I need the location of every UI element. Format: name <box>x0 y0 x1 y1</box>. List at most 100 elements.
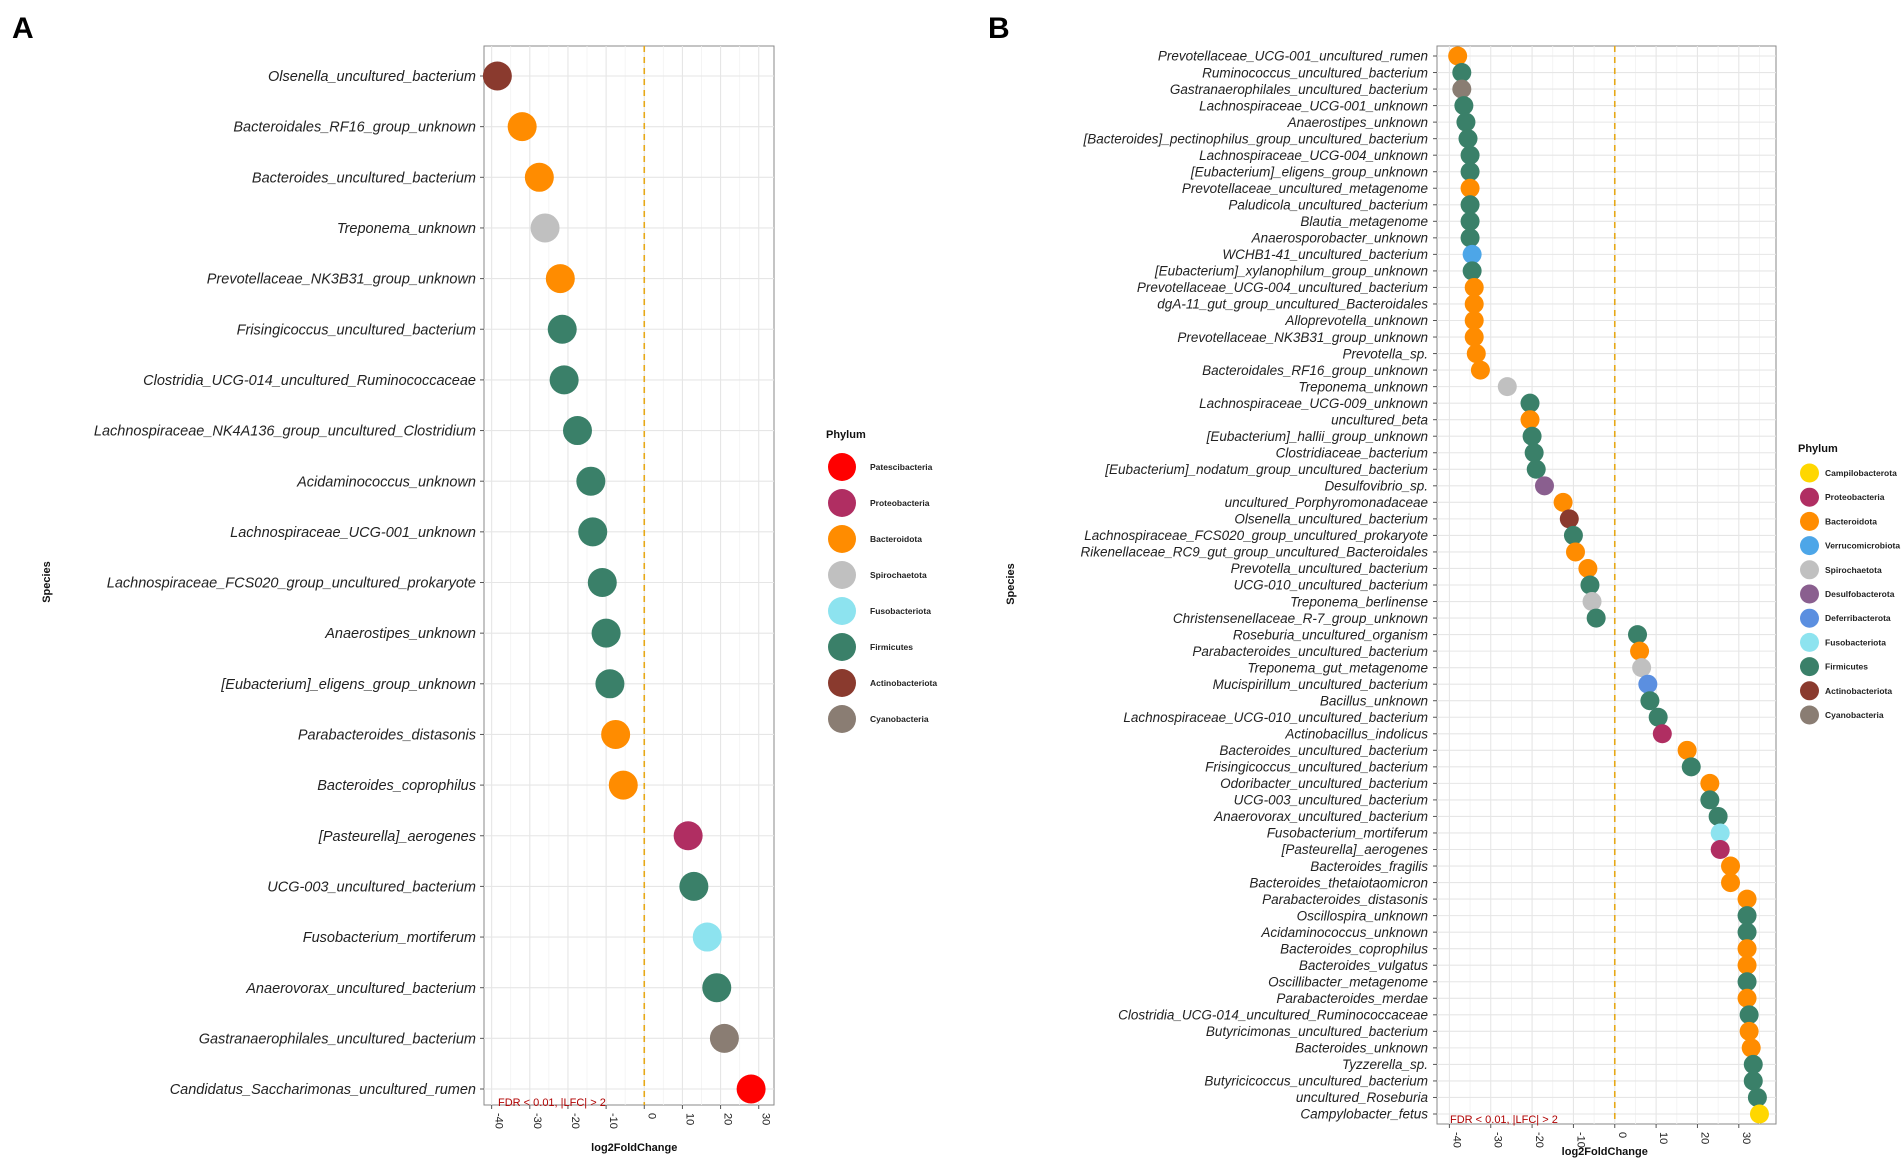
species-label-uncultured-roseburia: uncultured_Roseburia <box>1296 1090 1429 1105</box>
data-point-gastranaerophilales-uncultured-bacterium <box>1452 79 1472 99</box>
species-label-oscillospira-unknown: Oscillospira_unknown <box>1297 908 1428 923</box>
legend-label-actinobacteriota: Actinobacteriota <box>870 678 937 688</box>
legend-label-proteobacteria: Proteobacteria <box>1825 492 1885 502</box>
legend-swatch-desulfobacterota <box>1800 584 1819 604</box>
species-label-pasteurella-aerogenes: [Pasteurella]_aerogenes <box>318 829 476 845</box>
species-label-eubacterium-nodatum-group-uncultured-bacterium: [Eubacterium]_nodatum_group_uncultured_b… <box>1104 462 1428 477</box>
legend-label-fusobacteriota: Fusobacteriota <box>1825 637 1886 647</box>
data-point-eubacterium-xylanophilum-group-unknown <box>1462 261 1482 281</box>
legend-swatch-fusobacteriota <box>828 597 856 625</box>
species-label-treponema-unknown: Treponema_unknown <box>337 221 476 237</box>
data-point-bacteroides-coprophilus <box>608 770 638 800</box>
species-label-parabacteroides-distasonis: Parabacteroides_distasonis <box>1262 892 1428 907</box>
legend-label-cyanobacteria: Cyanobacteria <box>1825 710 1884 720</box>
species-label-anaerosporobacter-unknown: Anaerosporobacter_unknown <box>1251 231 1428 246</box>
significance-annotation: FDR < 0.01, |LFC| > 2 <box>498 1097 606 1109</box>
species-label-bacillus-unknown: Bacillus_unknown <box>1320 693 1428 708</box>
species-label-gastranaerophilales-uncultured-bacterium: Gastranaerophilales_uncultured_bacterium <box>199 1031 476 1047</box>
species-label-lachnospiraceae-ucg-009-unknown: Lachnospiraceae_UCG-009_unknown <box>1199 396 1428 411</box>
legend-swatch-spirochaetota <box>828 561 856 589</box>
x-tick-label: -30 <box>1492 1132 1504 1148</box>
data-point-fusobacterium-mortiferum <box>1710 823 1730 843</box>
legend-swatch-proteobacteria <box>1800 487 1819 507</box>
data-point-lachnospiraceae-ucg-001-unknown <box>1454 96 1474 116</box>
data-point-anaerovorax-uncultured-bacterium <box>1708 806 1728 826</box>
legend-swatch-firmicutes <box>1800 657 1819 677</box>
y-axis-title: Species <box>41 561 53 603</box>
species-label-frisingicoccus-uncultured-bacterium: Frisingicoccus_uncultured_bacterium <box>1205 760 1428 775</box>
data-point-christensenellaceae-r-7-group-unknown <box>1586 608 1606 628</box>
data-point-clostridiaceae-bacterium <box>1524 443 1544 463</box>
data-point-prevotella-sp <box>1466 344 1486 364</box>
data-point-wchb1-41-uncultured-bacterium <box>1462 244 1482 264</box>
species-label-olsenella-uncultured-bacterium: Olsenella_uncultured_bacterium <box>268 69 476 85</box>
data-point-pasteurella-aerogenes <box>673 821 703 851</box>
data-point-anaerostipes-unknown <box>591 618 621 648</box>
data-point-eubacterium-eligens-group-unknown <box>595 669 625 699</box>
species-label-eubacterium-xylanophilum-group-unknown: [Eubacterium]_xylanophilum_group_unknown <box>1154 264 1428 279</box>
species-label-lachnospiraceae-nk4a136-group-uncultured-clostridium: Lachnospiraceae_NK4A136_group_uncultured… <box>94 424 476 440</box>
species-label-candidatus-saccharimonas-uncultured-rumen: Candidatus_Saccharimonas_uncultured_rume… <box>170 1082 476 1098</box>
data-point-prevotellaceae-ucg-001-uncultured-rumen <box>1448 46 1468 66</box>
data-point-lachnospiraceae-ucg-001-unknown <box>578 517 608 547</box>
x-tick-label: 0 <box>645 1113 657 1119</box>
species-label-frisingicoccus-uncultured-bacterium: Frisingicoccus_uncultured_bacterium <box>237 322 476 338</box>
panel-letter: B <box>988 12 1010 45</box>
legend-swatch-deferribacterota <box>1800 608 1819 628</box>
species-label-ucg-010-uncultured-bacterium: UCG-010_uncultured_bacterium <box>1234 578 1428 593</box>
x-tick-label: 30 <box>1740 1132 1752 1144</box>
x-tick-label: -20 <box>1533 1132 1545 1148</box>
legend-label-firmicutes: Firmicutes <box>870 642 913 652</box>
x-tick-label: 10 <box>1657 1132 1669 1144</box>
species-label-lachnospiraceae-ucg-010-uncultured-bacterium: Lachnospiraceae_UCG-010_uncultured_bacte… <box>1123 710 1428 725</box>
y-axis-title: Species <box>1005 563 1017 605</box>
x-tick-label: 20 <box>722 1113 734 1125</box>
species-label-bacteroides-coprophilus: Bacteroides_coprophilus <box>1280 941 1428 956</box>
data-point-prevotellaceae-nk3b31-group-unknown <box>1464 327 1484 347</box>
data-point-lachnospiraceae-ucg-004-unknown <box>1460 145 1480 165</box>
species-label-bacteroidales-rf16-group-unknown: Bacteroidales_RF16_group_unknown <box>1202 363 1428 378</box>
data-point-anaerostipes-unknown <box>1456 112 1476 132</box>
species-label-prevotellaceae-nk3b31-group-unknown: Prevotellaceae_NK3B31_group_unknown <box>207 272 476 288</box>
data-point-clostridia-ucg-014-uncultured-ruminococcaceae <box>1739 1005 1759 1025</box>
data-point-parabacteroides-distasonis <box>601 719 631 749</box>
data-point-eubacterium-nodatum-group-uncultured-bacterium <box>1526 459 1546 479</box>
species-label-bacteroides-uncultured-bacterium: Bacteroides_uncultured_bacterium <box>1219 743 1428 758</box>
data-point-paludicola-uncultured-bacterium <box>1460 195 1480 215</box>
data-point-uncultured-beta <box>1520 410 1540 430</box>
significance-annotation: FDR < 0.01, |LFC| > 2 <box>1450 1114 1558 1126</box>
data-point-prevotellaceae-nk3b31-group-unknown <box>545 264 575 294</box>
legend-label-fusobacteriota: Fusobacteriota <box>870 606 931 616</box>
legend-swatch-fusobacteriota <box>1800 632 1819 652</box>
species-label-bacteroides-uncultured-bacterium: Bacteroides_uncultured_bacterium <box>252 170 476 186</box>
species-label-lachnospiraceae-ucg-001-unknown: Lachnospiraceae_UCG-001_unknown <box>1199 98 1428 113</box>
species-label-eubacterium-eligens-group-unknown: [Eubacterium]_eligens_group_unknown <box>220 677 476 693</box>
data-point-lachnospiraceae-fcs020-group-uncultured-prokaryote <box>1563 525 1583 545</box>
legend-label-desulfobacterota: Desulfobacterota <box>1825 589 1895 599</box>
species-label-desulfovibrio-sp: Desulfovibrio_sp. <box>1324 479 1428 494</box>
panel-b: B Prevotellaceae_UCG-001_uncultured_rumen… <box>988 12 1900 1158</box>
legend-title: Phylum <box>826 429 866 441</box>
data-point-gastranaerophilales-uncultured-bacterium <box>709 1023 739 1053</box>
data-point-parabacteroides-uncultured-bacterium <box>1630 641 1650 661</box>
species-label-roseburia-uncultured-organism: Roseburia_uncultured_organism <box>1233 627 1428 642</box>
legend-swatch-cyanobacteria <box>828 705 856 733</box>
x-axis-title: log2FoldChange <box>1562 1146 1648 1158</box>
plot-area <box>483 45 775 1106</box>
species-label-gastranaerophilales-uncultured-bacterium: Gastranaerophilales_uncultured_bacterium <box>1170 82 1428 97</box>
species-label-odoribacter-uncultured-bacterium: Odoribacter_uncultured_bacterium <box>1220 776 1428 791</box>
data-point-lachnospiraceae-nk4a136-group-uncultured-clostridium <box>562 416 592 446</box>
data-point-campylobacter-fetus <box>1749 1104 1769 1124</box>
species-label-clostridia-ucg-014-uncultured-ruminococcaceae: Clostridia_UCG-014_uncultured_Ruminococc… <box>143 373 476 389</box>
x-tick-label: 0 <box>1616 1132 1628 1138</box>
species-label-ucg-003-uncultured-bacterium: UCG-003_uncultured_bacterium <box>267 879 476 895</box>
data-point-alloprevotella-unknown <box>1464 311 1484 330</box>
legend-label-spirochaetota: Spirochaetota <box>1825 565 1882 575</box>
data-point-bacteroides-uncultured-bacterium <box>1677 740 1697 760</box>
species-label-parabacteroides-merdae: Parabacteroides_merdae <box>1276 991 1428 1006</box>
data-point-bacteroides-uncultured-bacterium <box>524 162 554 192</box>
data-point-bacillus-unknown <box>1640 691 1660 711</box>
legend-label-bacteroidota: Bacteroidota <box>870 534 922 544</box>
species-label-ruminococcus-uncultured-bacterium: Ruminococcus_uncultured_bacterium <box>1202 65 1428 80</box>
data-point-candidatus-saccharimonas-uncultured-rumen <box>736 1074 766 1104</box>
